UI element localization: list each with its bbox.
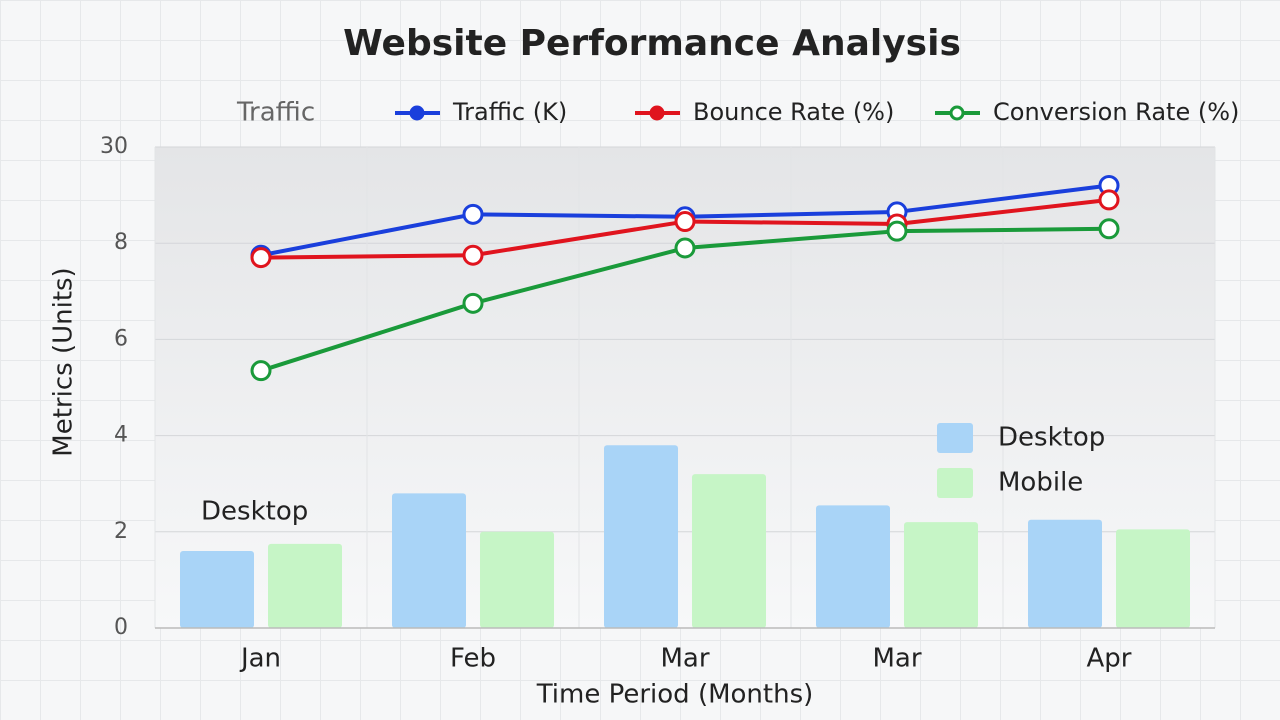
legend-label: Conversion Rate (%) [993, 98, 1239, 126]
legend-marker [949, 105, 965, 121]
legend-label: Desktop [998, 423, 1105, 453]
marker [1098, 189, 1120, 211]
legend-title: Traffic [236, 98, 315, 128]
x-tick-label: Jan [239, 644, 281, 674]
bar [1116, 529, 1190, 628]
legend-marker [409, 105, 425, 121]
x-tick-label: Feb [450, 644, 496, 674]
bar [480, 531, 554, 628]
y-tick-label: 2 [114, 519, 128, 544]
legend-label: Traffic (K) [452, 98, 567, 126]
x-tick-label: Apr [1087, 644, 1132, 674]
bar [392, 493, 466, 628]
legend-label: Bounce Rate (%) [693, 98, 894, 126]
y-tick-label: 4 [114, 423, 128, 448]
y-tick-label: 6 [114, 326, 128, 351]
x-axis-label: Time Period (Months) [536, 680, 814, 710]
legend-swatch [937, 423, 973, 453]
marker [250, 360, 272, 382]
legend-swatch [937, 468, 973, 498]
annotation: Desktop [201, 497, 308, 527]
y-tick-label: 0 [114, 615, 128, 640]
y-tick-label: 8 [114, 230, 128, 255]
x-tick-label: Mar [660, 644, 709, 674]
bar [816, 505, 890, 628]
marker [462, 244, 484, 266]
bar [1028, 519, 1102, 628]
marker [674, 211, 696, 233]
y-tick-label: 30 [100, 134, 128, 159]
marker [886, 220, 908, 242]
bar [904, 522, 978, 628]
legend-label: Mobile [998, 468, 1083, 498]
marker [462, 292, 484, 314]
x-tick-label: Mar [872, 644, 921, 674]
bar [692, 474, 766, 628]
chart-title: Website Performance Analysis [343, 23, 961, 64]
bar [268, 543, 342, 628]
marker [250, 247, 272, 269]
marker [462, 203, 484, 225]
legend-marker [649, 105, 665, 121]
marker [674, 237, 696, 259]
marker [1098, 218, 1120, 240]
y-axis-label: Metrics (Units) [49, 267, 79, 456]
bar [180, 551, 254, 628]
bar [604, 445, 678, 628]
